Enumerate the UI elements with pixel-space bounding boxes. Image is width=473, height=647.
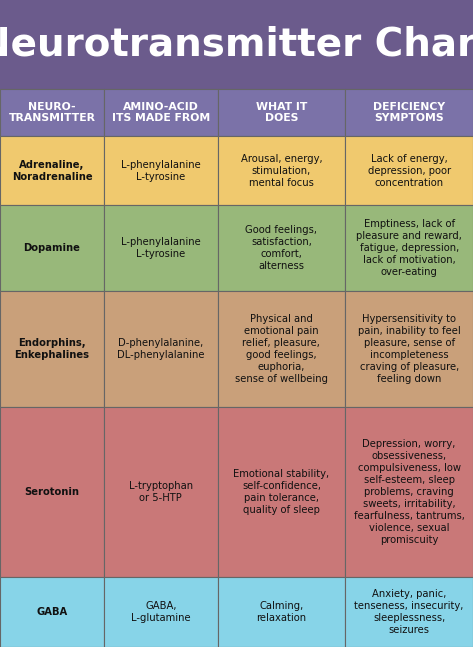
Text: Neurotransmitter Chart: Neurotransmitter Chart — [0, 26, 473, 63]
Bar — [218, 577, 345, 647]
Bar — [104, 291, 218, 407]
Bar — [218, 206, 345, 291]
Bar — [104, 577, 218, 647]
Bar — [345, 291, 473, 407]
Text: Emptiness, lack of
pleasure and reward,
fatigue, depression,
lack of motivation,: Emptiness, lack of pleasure and reward, … — [356, 219, 462, 277]
Text: Arousal, energy,
stimulation,
mental focus: Arousal, energy, stimulation, mental foc… — [241, 153, 322, 188]
Text: Depression, worry,
obsessiveness,
compulsiveness, low
self-esteem, sleep
problem: Depression, worry, obsessiveness, compul… — [354, 439, 464, 545]
Text: L-tryptophan
or 5-HTP: L-tryptophan or 5-HTP — [129, 481, 193, 503]
Text: L-phenylalanine
L-tyrosine: L-phenylalanine L-tyrosine — [121, 237, 201, 259]
Text: AMINO-ACID
ITS MADE FROM: AMINO-ACID ITS MADE FROM — [112, 102, 210, 124]
Text: GABA: GABA — [36, 607, 68, 617]
Bar — [345, 89, 473, 136]
Bar — [345, 407, 473, 577]
Bar — [218, 407, 345, 577]
Bar — [0, 136, 104, 206]
Text: Anxiety, panic,
tenseness, insecurity,
sleeplessness,
seizures: Anxiety, panic, tenseness, insecurity, s… — [354, 589, 464, 635]
Text: L-phenylalanine
L-tyrosine: L-phenylalanine L-tyrosine — [121, 160, 201, 182]
Bar — [218, 136, 345, 206]
Bar — [0, 407, 104, 577]
Bar — [104, 206, 218, 291]
Bar — [0, 206, 104, 291]
Text: Dopamine: Dopamine — [24, 243, 80, 253]
Bar — [345, 577, 473, 647]
Text: Serotonin: Serotonin — [25, 487, 79, 497]
Text: Lack of energy,
depression, poor
concentration: Lack of energy, depression, poor concent… — [368, 153, 451, 188]
Bar — [0, 291, 104, 407]
Bar — [0, 0, 473, 89]
Bar — [0, 89, 104, 136]
Bar — [104, 89, 218, 136]
Text: Emotional stability,
self-confidence,
pain tolerance,
quality of sleep: Emotional stability, self-confidence, pa… — [233, 469, 330, 515]
Text: GABA,
L-glutamine: GABA, L-glutamine — [131, 601, 191, 623]
Bar — [218, 89, 345, 136]
Bar — [104, 407, 218, 577]
Text: Calming,
relaxation: Calming, relaxation — [256, 601, 307, 623]
Bar — [218, 291, 345, 407]
Text: WHAT IT
DOES: WHAT IT DOES — [256, 102, 307, 124]
Text: Endorphins,
Enkephalines: Endorphins, Enkephalines — [15, 338, 89, 360]
Text: D-phenylalanine,
DL-phenylalanine: D-phenylalanine, DL-phenylalanine — [117, 338, 204, 360]
Text: DEFICIENCY
SYMPTOMS: DEFICIENCY SYMPTOMS — [373, 102, 445, 124]
Text: Hypersensitivity to
pain, inability to feel
pleasure, sense of
incompleteness
cr: Hypersensitivity to pain, inability to f… — [358, 314, 461, 384]
Text: Adrenaline,
Noradrenaline: Adrenaline, Noradrenaline — [12, 160, 92, 182]
Text: Physical and
emotional pain
relief, pleasure,
good feelings,
euphoria,
sense of : Physical and emotional pain relief, plea… — [235, 314, 328, 384]
Text: Good feelings,
satisfaction,
comfort,
alterness: Good feelings, satisfaction, comfort, al… — [245, 225, 317, 271]
Text: NEURO-
TRANSMITTER: NEURO- TRANSMITTER — [9, 102, 96, 124]
Bar — [0, 577, 104, 647]
Bar — [345, 136, 473, 206]
Bar — [345, 206, 473, 291]
Bar — [104, 136, 218, 206]
